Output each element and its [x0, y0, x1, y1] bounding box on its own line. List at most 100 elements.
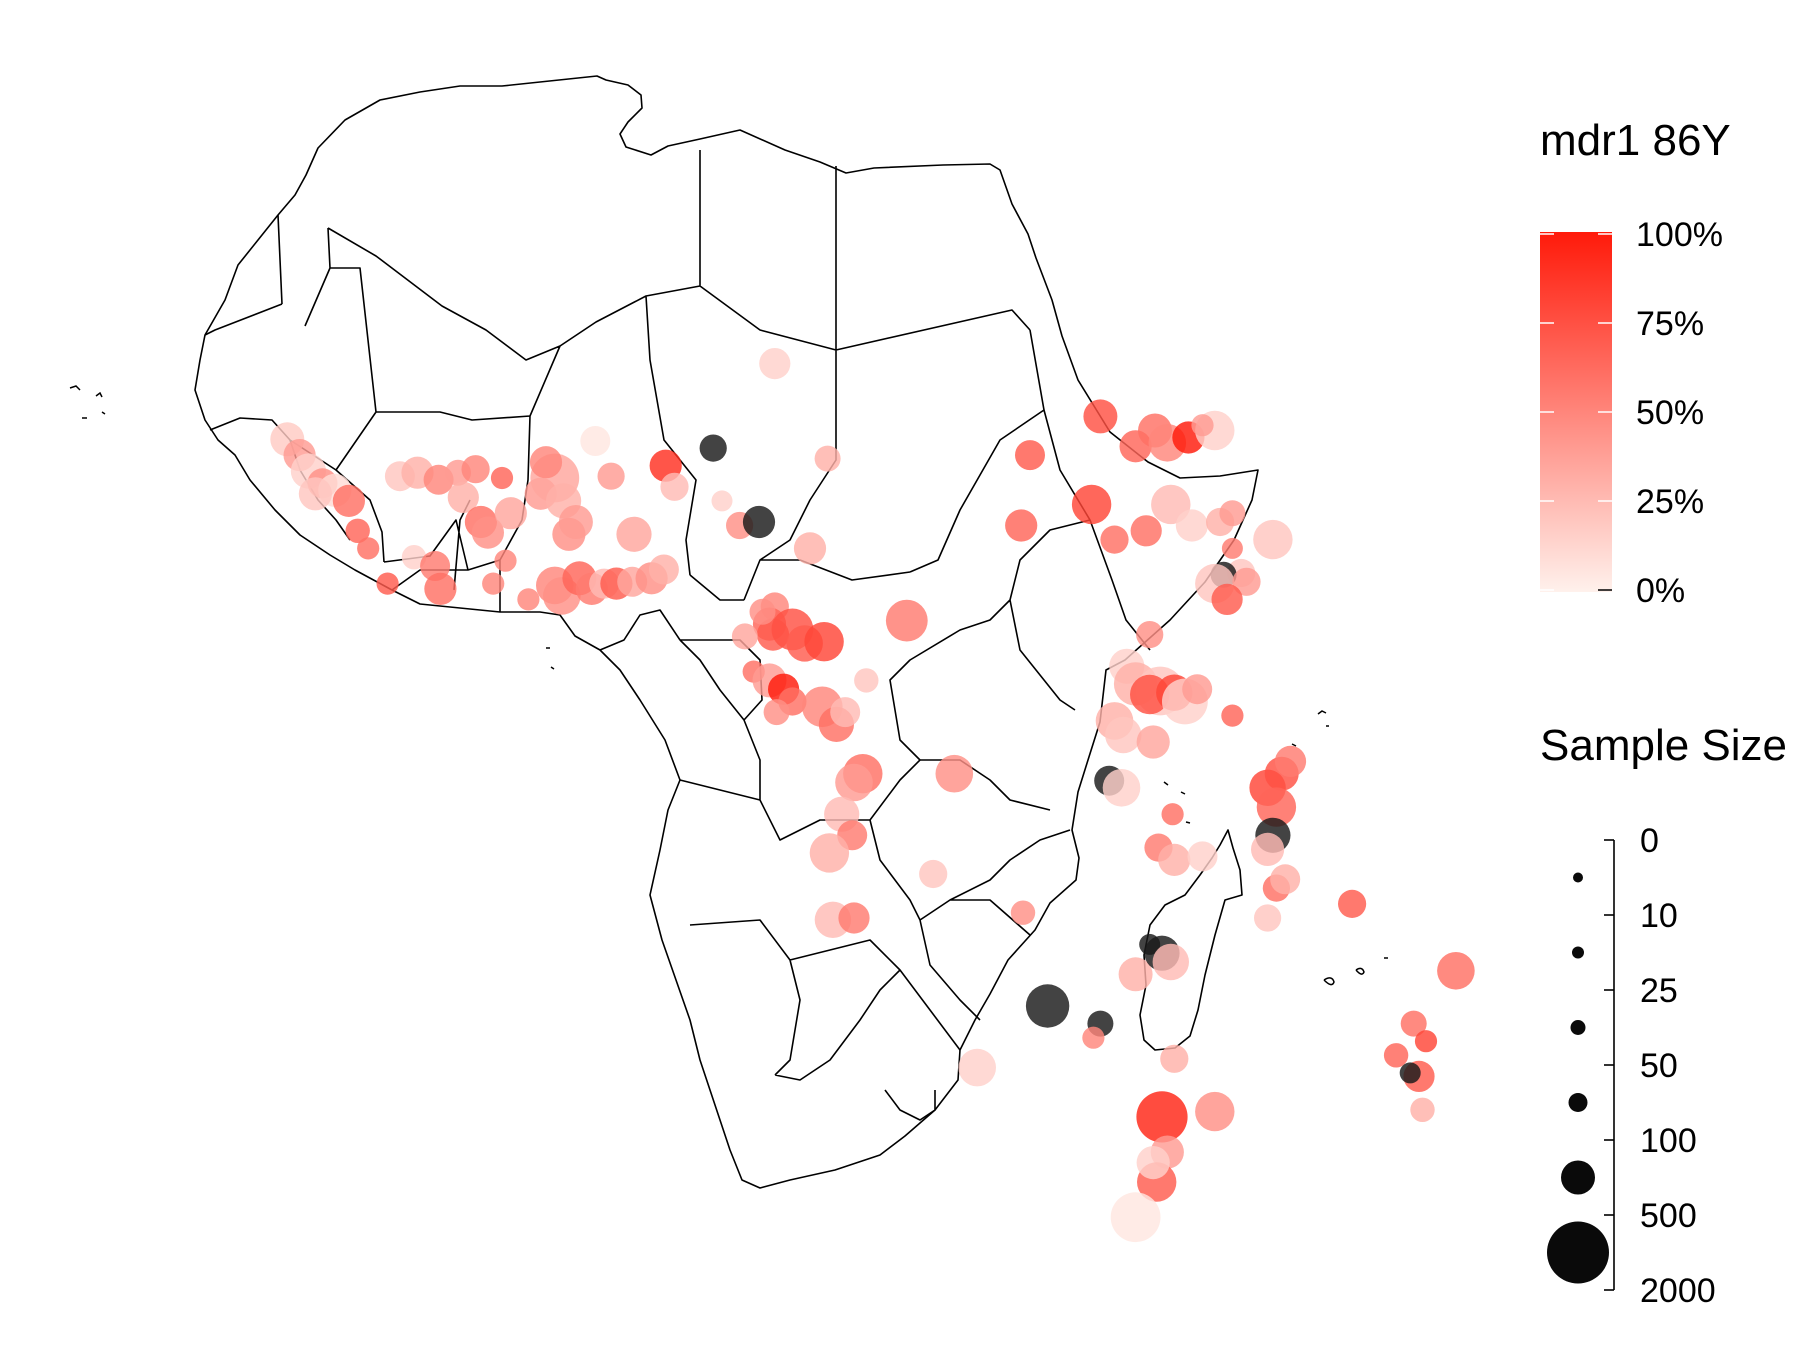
survey-point [1232, 567, 1261, 596]
comoros-islands [1163, 781, 1191, 824]
survey-point [742, 505, 776, 539]
survey-point [935, 754, 974, 793]
survey-point [471, 516, 504, 549]
survey-point [1152, 943, 1190, 981]
color-legend-ticks: 100% 75% 50% 25% 0% [1540, 216, 1723, 610]
size-legend-dot [1572, 946, 1584, 959]
interior-borders [204, 150, 1151, 1121]
survey-point [1100, 525, 1129, 554]
survey-point [711, 490, 733, 512]
size-legend-ticks: 0 10 25 50 100 500 2000 [1547, 822, 1716, 1310]
survey-point [517, 588, 540, 611]
survey-point [660, 472, 689, 501]
color-tick-label: 75% [1636, 305, 1704, 343]
size-legend-dot [1568, 1093, 1588, 1112]
survey-point [1254, 904, 1282, 932]
survey-point [1187, 841, 1218, 872]
survey-point [1118, 957, 1153, 992]
size-tick-label: 500 [1640, 1197, 1697, 1235]
survey-point [793, 532, 827, 565]
survey-point [461, 455, 490, 484]
color-tick-label: 0% [1636, 572, 1685, 610]
survey-point [854, 668, 879, 693]
survey-point [1253, 519, 1293, 560]
survey-point [1251, 832, 1285, 867]
color-tick-label: 100% [1636, 216, 1723, 254]
survey-point [494, 497, 527, 530]
survey-point [1136, 621, 1164, 649]
size-legend-dot [1570, 1020, 1586, 1035]
size-tick-label: 50 [1640, 1047, 1678, 1085]
survey-point [1338, 889, 1367, 919]
survey-point [1136, 1146, 1170, 1180]
size-tick-label: 25 [1640, 972, 1678, 1010]
size-tick-label: 2000 [1640, 1272, 1716, 1310]
survey-point [1005, 509, 1038, 542]
survey-point [1158, 843, 1191, 877]
survey-point [1160, 1044, 1189, 1073]
cape-verde-islands [69, 385, 106, 419]
survey-points [270, 348, 1475, 1243]
survey-point [885, 599, 928, 642]
survey-point [447, 481, 479, 513]
survey-point [1025, 984, 1070, 1028]
survey-point [401, 545, 427, 570]
survey-point [1083, 399, 1118, 434]
survey-point [1102, 769, 1141, 807]
survey-point [580, 426, 611, 456]
survey-point [1105, 716, 1142, 754]
survey-point [1410, 1097, 1435, 1123]
survey-point [699, 434, 727, 462]
sao-tome-islands [546, 647, 555, 670]
size-legend-dot [1573, 872, 1583, 883]
survey-point [1219, 500, 1246, 527]
survey-point [482, 572, 505, 595]
small-islands [69, 385, 1388, 986]
survey-point [1414, 1030, 1438, 1053]
survey-point [494, 549, 517, 572]
survey-point [1256, 787, 1297, 827]
mauritius-islands [1323, 957, 1388, 986]
survey-point [1130, 515, 1162, 547]
survey-point [838, 902, 870, 934]
survey-point [357, 537, 380, 560]
survey-point [830, 697, 861, 728]
size-legend-title: Sample Size [1540, 721, 1787, 770]
survey-point [804, 622, 844, 662]
survey-point [749, 598, 776, 625]
survey-point [1383, 1043, 1409, 1068]
size-legend-dot [1561, 1160, 1595, 1195]
survey-point [814, 445, 841, 472]
survey-point [345, 518, 370, 543]
size-legend: Sample Size 0 10 25 50 100 500 2000 [1540, 721, 1787, 1310]
color-tick-label: 50% [1636, 394, 1704, 432]
survey-point [1399, 1062, 1421, 1084]
survey-point [1270, 864, 1301, 895]
seychelles-islands [1291, 710, 1329, 747]
survey-point [1136, 725, 1170, 759]
size-tick-label: 100 [1640, 1122, 1697, 1160]
survey-point [490, 466, 514, 490]
survey-point [919, 859, 948, 889]
survey-point [759, 348, 791, 380]
survey-point [731, 623, 758, 650]
survey-point [1010, 900, 1036, 925]
survey-point [1175, 509, 1208, 542]
color-legend: mdr1 86Y 100% 75% 50% 25% 0% [1540, 116, 1731, 610]
survey-point [1161, 803, 1184, 826]
survey-point [1211, 583, 1243, 616]
survey-point [1182, 674, 1213, 705]
survey-point [298, 477, 332, 511]
survey-point [1437, 952, 1475, 990]
survey-point [1195, 1091, 1235, 1132]
survey-point [1136, 1091, 1188, 1143]
survey-point [958, 1048, 996, 1087]
survey-point [648, 554, 679, 585]
survey-point [835, 763, 873, 802]
survey-point [376, 572, 399, 595]
survey-point [1110, 1192, 1161, 1243]
survey-point [332, 484, 365, 517]
survey-point [1082, 1026, 1105, 1049]
survey-point [529, 446, 563, 479]
